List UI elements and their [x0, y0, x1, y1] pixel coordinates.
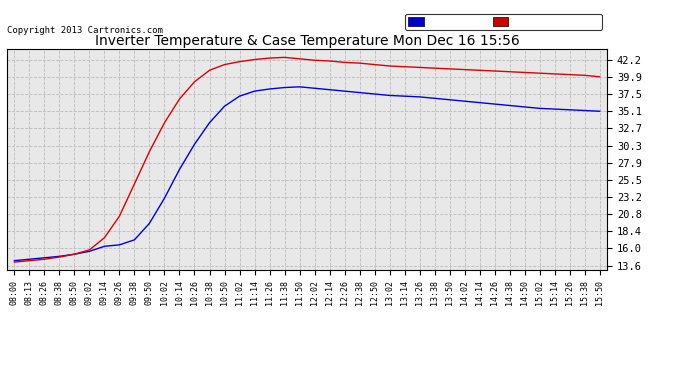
- Legend: Case  (°C), Inverter  (°C): Case (°C), Inverter (°C): [405, 14, 602, 30]
- Text: Copyright 2013 Cartronics.com: Copyright 2013 Cartronics.com: [7, 26, 163, 35]
- Title: Inverter Temperature & Case Temperature Mon Dec 16 15:56: Inverter Temperature & Case Temperature …: [95, 34, 520, 48]
